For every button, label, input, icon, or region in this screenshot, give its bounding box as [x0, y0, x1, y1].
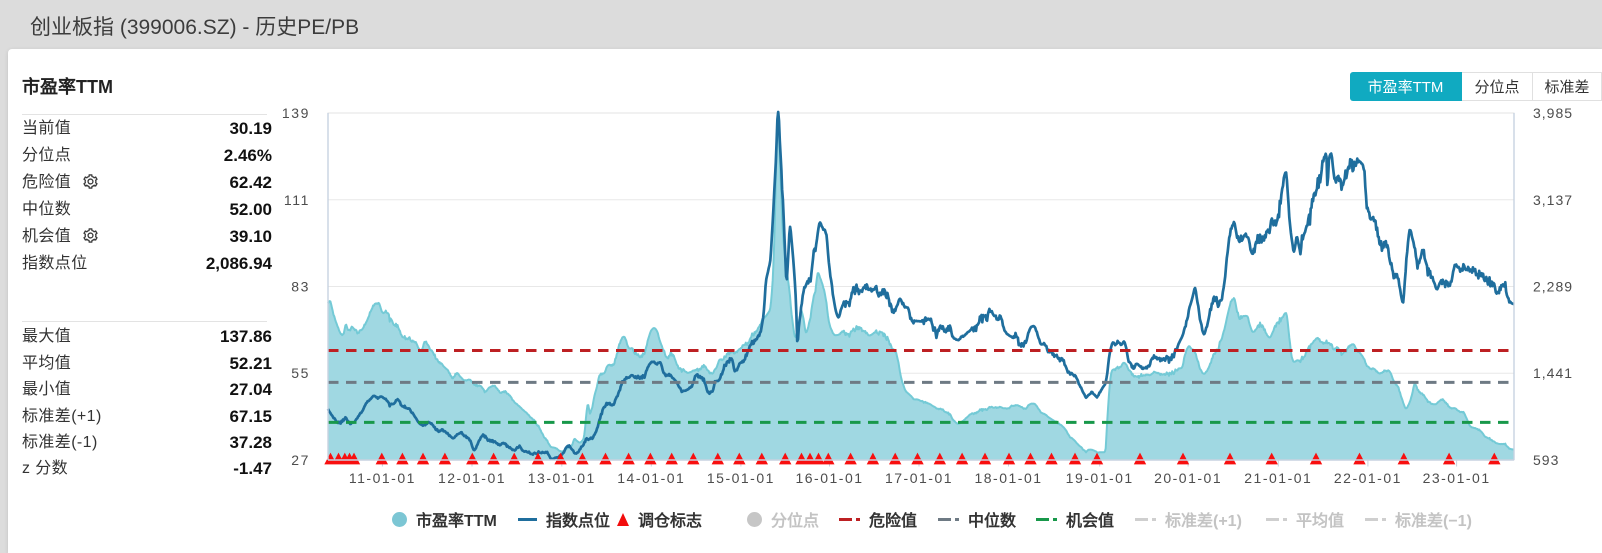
svg-text:3,137: 3,137 — [1533, 192, 1573, 208]
svg-text:13-01-01: 13-01-01 — [528, 470, 596, 486]
svg-text:19-01-01: 19-01-01 — [1066, 470, 1134, 486]
svg-text:16-01-01: 16-01-01 — [795, 470, 863, 486]
svg-text:20-01-01: 20-01-01 — [1154, 470, 1222, 486]
svg-text:593: 593 — [1533, 452, 1559, 468]
svg-text:11-01-01: 11-01-01 — [349, 470, 416, 486]
svg-text:21-01-01: 21-01-01 — [1244, 470, 1312, 486]
svg-text:15-01-01: 15-01-01 — [707, 470, 775, 486]
svg-text:23-01-01: 23-01-01 — [1423, 470, 1491, 486]
svg-text:17-01-01: 17-01-01 — [885, 470, 953, 486]
svg-text:83: 83 — [291, 279, 310, 295]
svg-text:18-01-01: 18-01-01 — [974, 470, 1042, 486]
svg-text:12-01-01: 12-01-01 — [438, 470, 506, 486]
svg-text:22-01-01: 22-01-01 — [1334, 470, 1402, 486]
svg-text:1,441: 1,441 — [1533, 365, 1573, 381]
svg-text:55: 55 — [291, 365, 310, 381]
svg-text:14-01-01: 14-01-01 — [617, 470, 685, 486]
svg-text:111: 111 — [284, 192, 310, 208]
svg-text:139: 139 — [282, 105, 310, 121]
svg-text:27: 27 — [291, 452, 310, 468]
svg-text:2,289: 2,289 — [1533, 279, 1573, 295]
svg-text:3,985: 3,985 — [1533, 105, 1573, 121]
